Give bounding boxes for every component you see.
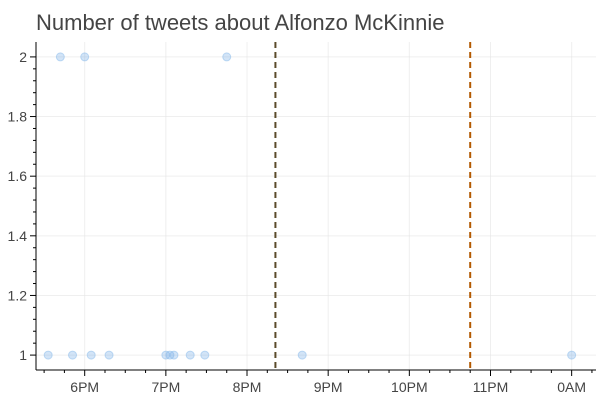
scatter-point bbox=[185, 350, 195, 360]
scatter-point bbox=[567, 350, 577, 360]
y-tick-label: 1.6 bbox=[8, 168, 28, 184]
scatter-point bbox=[161, 350, 171, 360]
x-tick-label: 9PM bbox=[314, 379, 343, 395]
y-tick-label: 1.4 bbox=[8, 228, 28, 244]
scatter-point bbox=[200, 350, 210, 360]
x-tick-label: 11PM bbox=[473, 379, 509, 395]
y-tick-label: 1.8 bbox=[8, 109, 28, 125]
x-tick-label: 8PM bbox=[233, 379, 262, 395]
scatter-point bbox=[68, 350, 78, 360]
scatter-point bbox=[86, 350, 96, 360]
chart-title: Number of tweets about Alfonzo McKinnie bbox=[36, 10, 444, 35]
reference-lines bbox=[274, 42, 472, 370]
scatter-point bbox=[222, 52, 232, 62]
scatter-point bbox=[80, 52, 90, 62]
axes: 6PM 7PM 8PM 9PM 10PM 11PM 0AM 1 1.2 1.4 1.6 1.8 2 bbox=[8, 42, 596, 395]
y-tick-label: 2 bbox=[19, 49, 27, 65]
x-tick-label: 0AM bbox=[557, 379, 586, 395]
y-tick-label: 1.2 bbox=[8, 287, 28, 303]
scatter-point bbox=[104, 350, 114, 360]
grid bbox=[36, 42, 596, 370]
x-tick-label: 6PM bbox=[70, 379, 99, 395]
y-tick-label: 1 bbox=[19, 347, 27, 363]
scatter-point bbox=[297, 350, 307, 360]
scatter-point bbox=[165, 350, 175, 360]
x-tick-label: 7PM bbox=[151, 379, 180, 395]
data-points bbox=[43, 52, 577, 360]
scatter-point bbox=[55, 52, 65, 62]
scatter-point bbox=[169, 350, 179, 360]
x-tick-label: 10PM bbox=[391, 379, 428, 395]
scatter-point bbox=[43, 350, 53, 360]
